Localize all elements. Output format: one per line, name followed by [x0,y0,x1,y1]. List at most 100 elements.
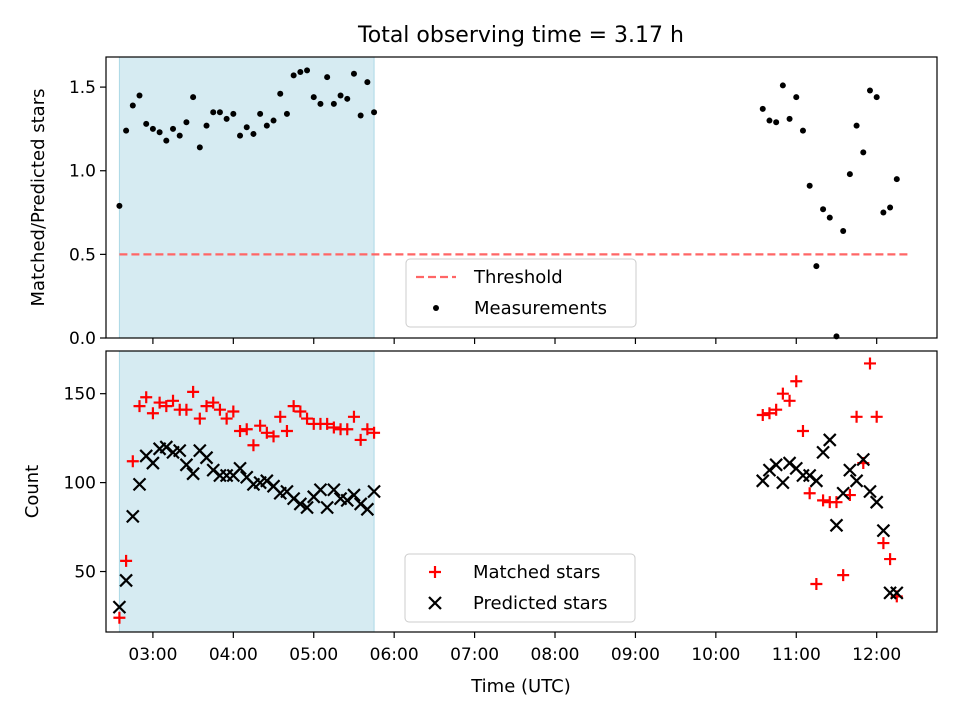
bottom-y-tick-label: 150 [64,385,96,405]
measurement-point [364,79,371,86]
matched-stars-point [120,554,133,567]
measurement-point [773,119,780,126]
measurement-point [123,127,130,134]
matched-stars-point [870,410,883,423]
measurement-point [766,117,773,124]
measurement-point [129,102,136,109]
predicted-stars-point [146,456,160,470]
bottom-axes-frame [105,350,938,633]
top-y-tick-label: 0.0 [69,329,96,349]
matched-stars-point [796,425,809,438]
measurement-point [203,122,210,129]
measurement-point [893,176,900,183]
predicted-stars-point [172,443,187,458]
predicted-stars-point [876,523,891,538]
predicted-stars-point [327,482,341,497]
matched-stars-point [227,405,240,418]
x-tick-label: 06:00 [370,645,419,665]
bottom-y-axis-label: Count [22,465,43,518]
measurement-point [210,109,217,116]
matched-stars-point [260,426,273,439]
top-shaded-span [118,56,375,339]
matched-stars-point [341,423,354,436]
predicted-stars-point [320,500,334,515]
legend-entry-label: Predicted stars [473,593,607,614]
predicted-stars-point [360,502,375,517]
legend-entry-label: Matched stars [473,562,600,583]
measurement-point [880,209,887,216]
measurement-point [230,110,237,117]
predicted-stars-point [869,495,884,509]
predicted-stars-point [186,466,200,481]
matched-stars-point [817,494,830,507]
measurement-point [216,109,223,116]
measurement-point [793,94,800,101]
matched-stars-point [207,396,220,409]
matched-stars-point [327,421,340,434]
measurement-point [190,94,197,101]
measurement-point [853,122,860,129]
top-y-tick-label: 0.5 [69,245,96,265]
matched-stars-point [187,385,200,398]
top-y-axis-label: Matched/Predicted stars [28,89,49,307]
measurement-point [170,125,177,132]
measurement-point [799,127,806,134]
measurement-point [350,70,357,77]
measurement-point [337,92,344,99]
measurement-point [779,82,786,89]
predicted-stars-point [849,474,864,488]
matched-stars-point [153,396,166,409]
chart-title: Total observing time = 3.17 h [357,23,684,48]
x-tick-label: 03:00 [128,645,177,665]
matched-stars-point [301,412,314,425]
bottom-y-tick-label: 100 [64,474,96,494]
predicted-stars-point [179,458,194,472]
top-y-tick-label: 1.0 [69,162,96,182]
measurement-point [156,129,163,136]
matched-stars-point [200,400,213,413]
bottom-legend-box [404,553,636,623]
top-legend: Threshold Measurements [405,258,637,328]
measurement-point [257,110,264,117]
measurement-point [826,214,833,221]
matched-stars-point [347,410,360,423]
measurement-point [243,124,250,131]
predicted-stars-point [809,474,824,488]
matched-stars-point [877,537,890,550]
predicted-stars-point [199,450,214,465]
measurement-point [820,206,827,213]
legend-matched-swatch [429,566,441,578]
x-axis-label: Time (UTC) [470,676,571,697]
measurement-point [223,115,230,122]
matched-stars-point [790,375,803,388]
measurement-point [846,171,853,178]
legend-measurements-swatch [433,305,439,311]
predicted-stars-point [755,474,770,488]
measurement-point [806,182,813,189]
predicted-stars-point [347,488,361,502]
measurement-point [759,105,766,112]
measurement-point [873,94,880,101]
measurement-point [304,67,311,74]
matched-stars-point [133,400,146,413]
x-tick-label: 07:00 [450,645,499,665]
measurement-point [866,87,873,94]
bottom-y-tick-label: 50 [74,563,96,583]
x-tick-label: 12:00 [852,645,901,665]
matched-stars-point [770,403,783,416]
matched-stars-point [146,407,159,420]
measurement-point [371,109,378,116]
measurement-point [297,69,304,76]
predicted-stars-point [856,452,871,467]
matched-stars-point [763,407,776,420]
matched-stars-point [247,439,260,452]
matched-stars-point [167,394,180,407]
matched-stars-point [267,430,280,443]
measurement-point [116,202,123,209]
matched-stars-point [213,403,226,416]
measurement-point [310,94,317,101]
predicted-stars-point [816,445,830,460]
bottom-panel: 50 100 150 03:00 04:00 05:00 06:00 07:00 08:00 09… [22,350,938,665]
top-axes-frame [105,56,938,339]
matched-stars-point [783,394,796,407]
